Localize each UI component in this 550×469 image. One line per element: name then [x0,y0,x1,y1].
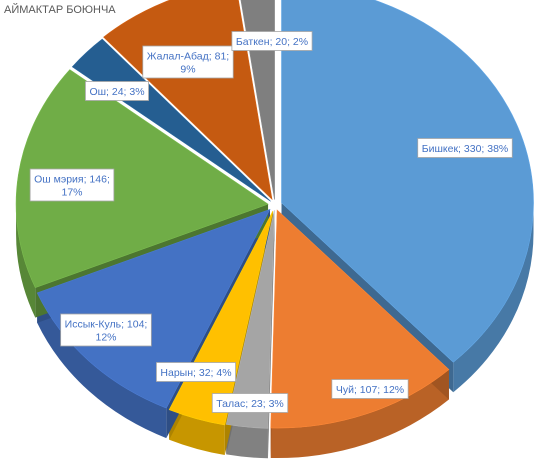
data-label-text: Бишкек; 330; 38% [422,143,509,155]
pie-slice-иссык-куль [36,208,271,409]
data-label-box [29,168,115,202]
data-label-box [331,379,409,399]
data-label-box [231,31,313,51]
data-label-box [417,138,513,158]
pie-side-0 [453,202,534,393]
pie-slice-талас [225,210,275,429]
data-label-box [211,393,289,413]
data-label-box [156,362,236,382]
data-label-4: Иссык-Куль; 104;12% [60,313,152,347]
data-label-text: 12% [95,332,116,344]
data-label-text: Ош; 24; 3% [89,86,144,98]
pie-side-3 [169,409,225,455]
data-label-text: Иссык-Куль; 104; [65,319,148,331]
data-label-text: Ош мэрия; 146; [34,174,110,186]
data-label-text: Талас; 23; 3% [216,398,284,410]
data-label-3: Нарын; 32; 4% [156,362,236,382]
data-label-8: Баткен; 20; 2% [231,31,313,51]
data-label-7: Жалал-Абад; 81;9% [142,45,234,79]
pie-side-1 [270,369,449,459]
data-label-0: Бишкек; 330; 38% [417,138,513,158]
pie-side-4 [37,292,167,439]
data-label-1: Чуй; 107; 12% [331,379,409,399]
pie-slice-ош [71,38,271,202]
pie-slice-чуй [270,209,450,429]
pie-slice-бишкек [281,0,534,363]
data-label-text: Жалал-Абад; 81; [147,51,229,63]
data-label-box [142,45,234,79]
pie-slice-ош-мэрия [15,69,269,289]
data-label-text: 9% [180,64,195,76]
data-label-box [60,313,152,347]
pie-side-5 [16,204,36,318]
chart-title: АЙМАКТАР БОЮНЧА [4,4,116,16]
pie-side-2 [226,424,268,459]
data-label-box [85,81,149,101]
data-label-text: Нарын; 32; 4% [160,367,231,379]
data-label-text: 17% [61,187,82,199]
data-label-text: Чуй; 107; 12% [336,384,404,396]
data-label-text: Баткен; 20; 2% [236,36,308,48]
data-label-5: Ош мэрия; 146;17% [29,168,115,202]
data-label-2: Талас; 23; 3% [211,393,289,413]
data-label-6: Ош; 24; 3% [85,81,149,101]
